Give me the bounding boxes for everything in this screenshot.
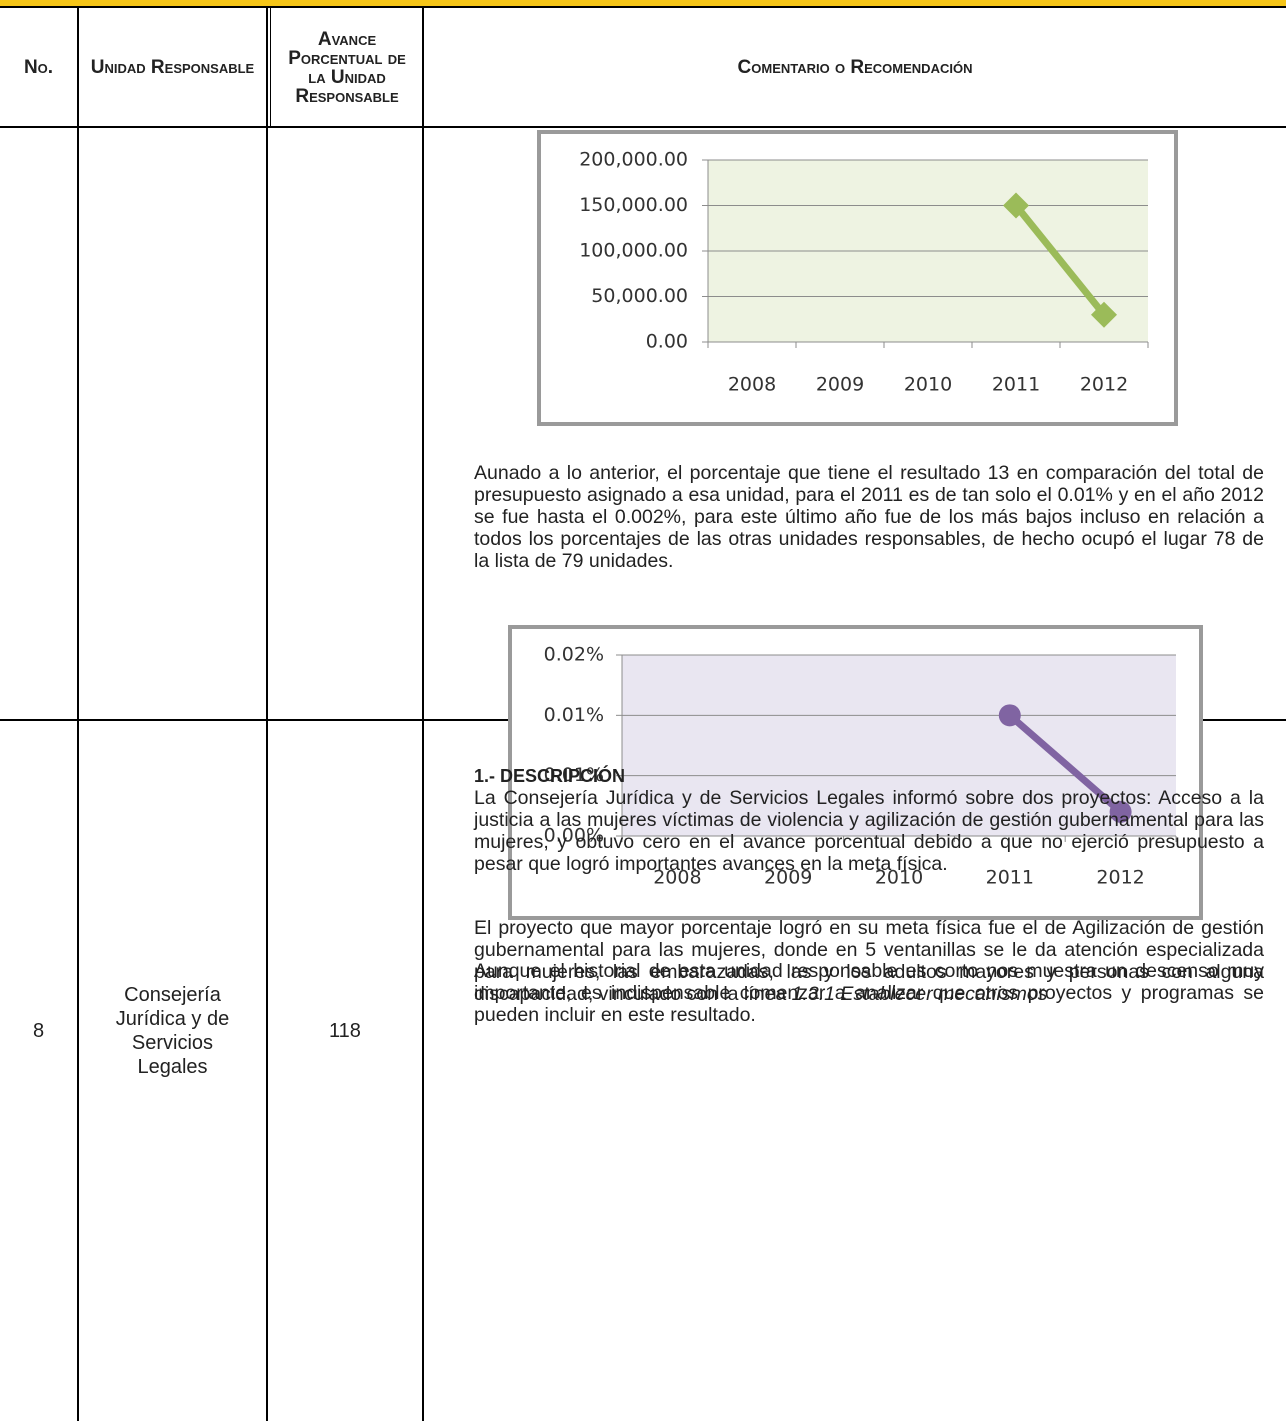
unit-name: Consejería Jurídica y de Servicios Legal…	[115, 984, 230, 1078]
x-tick-label: 2008	[653, 867, 701, 889]
x-tick-label: 2008	[728, 374, 776, 396]
rule	[422, 6, 424, 1421]
rule	[77, 6, 79, 1421]
x-tick-label: 2012	[1096, 867, 1144, 889]
series-line	[1007, 712, 1123, 815]
x-tick-label: 2012	[1080, 374, 1128, 396]
heading: 1.- DESCRIPCIÓN	[474, 766, 626, 786]
marker	[1091, 301, 1117, 328]
header-cell: Avance Porcentual de la Unidad Responsab…	[288, 28, 406, 107]
y-tick-label: 0.00%	[544, 825, 604, 847]
header-cell: Unidad Responsable	[90, 57, 255, 78]
header-cell: No.	[23, 57, 54, 78]
text: El proyecto que mayor porcentaje logró e…	[474, 917, 1264, 1005]
text-italic: 1.3.1 Establecer mecanismos	[791, 983, 1048, 1005]
marker	[1003, 192, 1029, 219]
marker	[1109, 800, 1132, 823]
y-tick-label: 0.01%	[544, 764, 604, 786]
y-tick-label: 100,000.00	[579, 240, 688, 262]
rule	[270, 6, 271, 127]
marker	[998, 704, 1021, 727]
avance: 118	[329, 1020, 361, 1042]
row-number: 8	[32, 1020, 45, 1042]
y-tick-label: 50,000.00	[591, 285, 688, 307]
rule	[0, 6, 1286, 8]
y-tick-label: 200,000.00	[579, 149, 688, 171]
x-tick-label: 2011	[992, 374, 1040, 396]
series-line	[1013, 203, 1107, 317]
y-tick-label: 0.01%	[544, 704, 604, 726]
y-tick-label: 150,000.00	[579, 194, 688, 216]
header-cell: Comentario o Recomendación	[737, 57, 973, 78]
paragraph: Aunado a lo anterior, el porcentaje que …	[474, 462, 1264, 572]
x-tick-label: 2010	[875, 867, 923, 889]
x-tick-label: 2011	[986, 867, 1034, 889]
y-tick-label: 0.00	[646, 331, 688, 353]
rule	[266, 6, 268, 1421]
chart: 0.00% 0.01% 0.01% 0.02% 2008 2009 2010 2011 2012	[508, 625, 1203, 920]
x-tick-label: 2009	[816, 374, 864, 396]
y-tick-label: 0.02%	[544, 644, 604, 666]
rule	[0, 126, 1286, 128]
paragraph: La Consejería Jurídica y de Servicios Le…	[474, 787, 1264, 875]
paragraph: El proyecto que mayor porcentaje logró e…	[474, 917, 1264, 1005]
plot-area	[622, 655, 1176, 836]
chart: 0.00 50,000.00 100,000.00 150,000.00 200,000…	[537, 130, 1178, 426]
x-tick-label: 2010	[904, 374, 952, 396]
top-band	[0, 0, 1286, 7]
x-tick-label: 2009	[764, 867, 812, 889]
paragraph: Aunque el historial de esta unidad respo…	[474, 960, 1264, 1026]
